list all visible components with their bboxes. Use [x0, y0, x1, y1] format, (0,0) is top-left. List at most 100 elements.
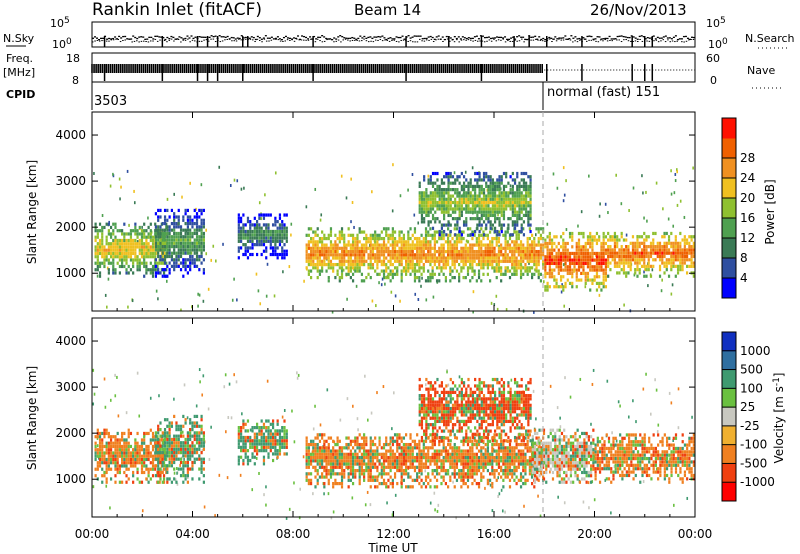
range-time-cell [486, 246, 489, 250]
nsky-point [381, 35, 384, 37]
range-time-cell [343, 243, 346, 247]
scatter-cell [293, 440, 296, 444]
range-time-cell [378, 246, 381, 250]
range-time-cell [515, 266, 518, 270]
range-time-cell [278, 213, 282, 217]
range-time-cell [636, 258, 639, 262]
range-time-cell [354, 262, 357, 267]
scatter-cell [611, 431, 613, 435]
range-time-cell [276, 226, 279, 230]
range-time-cell [442, 236, 445, 241]
nsky-point [110, 38, 113, 40]
range-time-cell [431, 259, 434, 263]
range-time-cell [200, 248, 203, 252]
range-time-cell [640, 241, 644, 245]
range-time-cell [460, 269, 463, 273]
nsearch-point [567, 38, 569, 40]
range-time-cell [143, 255, 146, 259]
range-time-cell [535, 266, 538, 270]
range-time-cell [138, 232, 141, 236]
scatter-cell [413, 213, 416, 217]
scatter-cell [120, 185, 122, 189]
scatter-cell [632, 399, 634, 403]
range-time-cell [283, 213, 286, 217]
range-time-cell [340, 259, 344, 263]
range-time-cell [98, 457, 102, 462]
range-time-cell [557, 271, 560, 276]
range-time-cell [611, 254, 614, 259]
range-time-cell [423, 197, 426, 201]
range-time-cell [486, 233, 489, 237]
range-time-cell [427, 249, 430, 254]
range-time-cell [374, 253, 377, 257]
nsearch-point [504, 41, 507, 43]
range-time-cell [179, 235, 183, 239]
range-time-cell [557, 255, 560, 259]
range-time-cell [484, 253, 487, 257]
range-time-cell [525, 213, 528, 218]
range-time-cell [407, 249, 410, 254]
range-time-cell [495, 259, 498, 263]
range-time-cell [307, 256, 310, 260]
range-time-cell [125, 268, 128, 272]
range-time-cell [309, 256, 313, 260]
range-time-cell [577, 261, 581, 266]
range-time-cell [136, 258, 139, 262]
range-time-cell [451, 175, 455, 179]
range-time-cell [438, 188, 441, 192]
nsky-point [114, 36, 117, 38]
range-time-cell [658, 258, 662, 262]
range-time-cell [109, 467, 113, 471]
nsearch-point [194, 40, 196, 42]
scatter-cell [673, 503, 675, 507]
scatter-cell [593, 498, 596, 502]
nsearch-point [105, 40, 108, 42]
range-time-cell [636, 238, 639, 242]
nsky-point [349, 37, 352, 39]
range-time-cell [462, 266, 465, 270]
range-time-cell [458, 275, 461, 280]
range-time-cell [589, 278, 592, 282]
range-time-cell [475, 240, 478, 244]
range-time-cell [616, 241, 619, 245]
range-time-cell [683, 235, 686, 239]
range-time-cell [562, 238, 565, 242]
range-time-cell [449, 229, 452, 234]
range-time-cell [143, 245, 146, 249]
range-time-cell [114, 438, 117, 442]
range-time-cell [389, 249, 392, 254]
range-time-cell [173, 225, 176, 229]
range-time-cell [469, 256, 472, 260]
range-time-cell [516, 220, 519, 224]
range-time-cell [94, 229, 97, 233]
range-time-cell [502, 253, 505, 257]
range-time-cell [513, 207, 517, 211]
range-time-cell [258, 229, 261, 234]
range-time-cell [365, 233, 368, 237]
range-time-cell [502, 188, 506, 192]
range-time-cell [316, 256, 319, 260]
range-time-cell [418, 256, 421, 260]
scatter-cell [598, 214, 601, 218]
range-time-cell [186, 264, 189, 268]
range-time-cell [98, 451, 102, 455]
range-time-cell [118, 271, 121, 275]
range-time-cell [109, 261, 113, 265]
range-time-cell [482, 210, 486, 214]
range-time-cell [620, 231, 623, 236]
range-time-cell [151, 245, 155, 249]
range-time-cell [580, 261, 583, 266]
range-time-cell [571, 235, 574, 239]
range-time-cell [447, 246, 450, 250]
range-time-cell [529, 217, 532, 221]
range-time-cell [516, 217, 519, 221]
range-time-cell [460, 207, 463, 211]
range-time-cell [471, 207, 475, 211]
range-time-cell [438, 197, 441, 201]
range-time-cell [109, 444, 113, 449]
scatter-cell [606, 379, 609, 383]
range-time-cell [413, 236, 417, 241]
range-time-cell [557, 265, 560, 269]
range-time-cell [325, 243, 328, 247]
range-time-cell [454, 181, 457, 185]
